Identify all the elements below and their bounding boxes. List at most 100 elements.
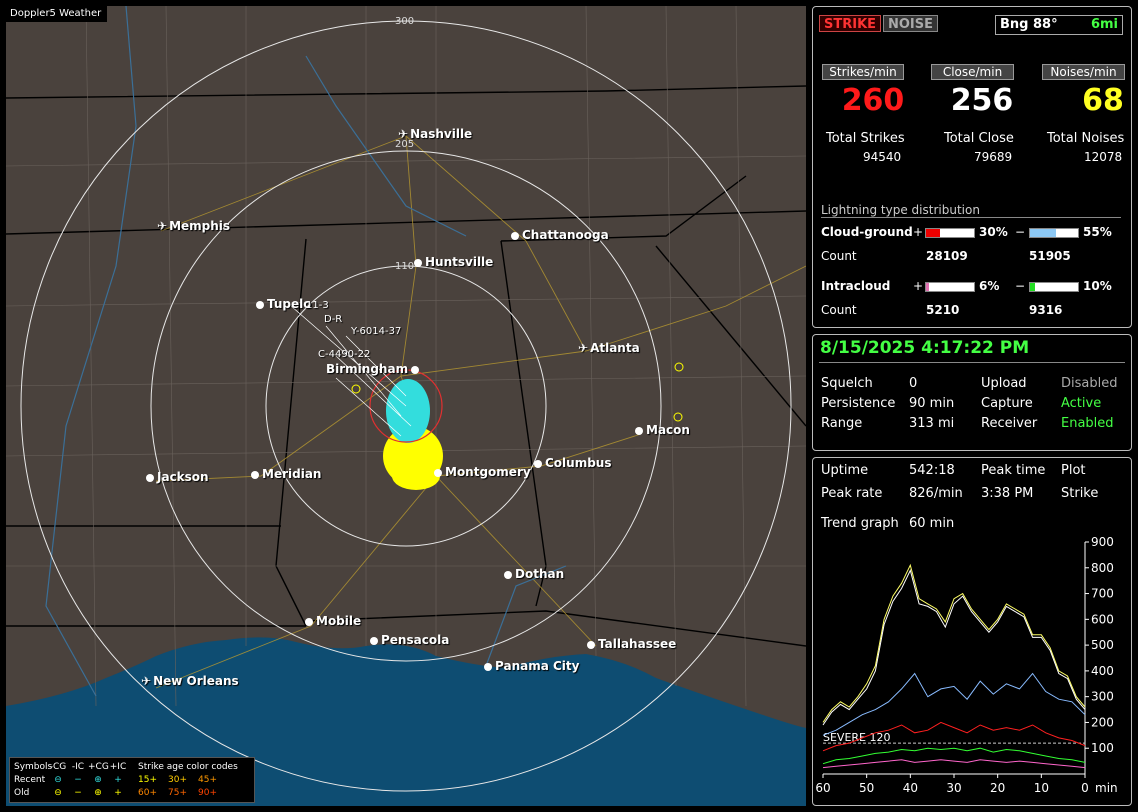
city-dot-icon [251,471,259,479]
city-dot-icon [635,427,643,435]
city-memphis[interactable]: ✈ Memphis [157,219,231,233]
city-dot-icon [587,641,595,649]
squelch-value: 0 [909,376,918,391]
noise-mode-button[interactable]: NOISE [883,15,939,32]
city-dot-icon [504,571,512,579]
city-dothan[interactable]: Dothan [504,567,564,581]
city-dot-icon [484,663,492,671]
storm-label[interactable]: Y-6014-37 [351,326,402,337]
severe-threshold-label: SEVERE 120 [823,731,891,744]
neg-cg-old-icon: ⊖ [54,787,62,798]
city-tallahassee[interactable]: Tallahassee [587,637,676,651]
storm-label[interactable]: D-R [324,314,343,325]
city-mobile[interactable]: Mobile [305,614,361,628]
total-close-label: Total Close [944,131,1014,146]
neg-ic-old-icon: − [74,787,82,798]
plus-ic-series-line [822,759,1086,769]
ic-positive-bar [925,282,975,292]
strikes-per-min-value: 260 [841,83,905,118]
age-45: 45+ [198,774,217,785]
legend-header-neg-ic: -IC [71,761,85,772]
city-dot-icon [434,469,442,477]
symbol-legend: Symbols -CG -IC +CG +IC Strike age color… [9,757,255,803]
noises-per-min-button[interactable]: Noises/min [1042,64,1125,80]
range-value: 313 mi [909,416,955,431]
city-nashville[interactable]: ✈ Nashville [398,127,473,141]
city-dot-icon [146,474,154,482]
x-unit-label: min [1095,781,1118,795]
city-dot-icon [305,618,313,626]
neg-ic-recent-icon: − [74,774,82,785]
total-strikes-label: Total Strikes [826,131,905,146]
age-15: 15+ [138,774,157,785]
plus-cg-series-line [822,721,1086,752]
city-jackson[interactable]: Jackson [146,470,209,484]
strikes-per-min-button[interactable]: Strikes/min [822,64,904,80]
legend-header-pos-ic: +IC [109,761,127,772]
cg-positive-fill [926,229,941,237]
lightning-map[interactable]: Doppler5 Weather 300 205 110 ✈ Nashville … [6,6,806,806]
city-atlanta[interactable]: ✈ Atlanta [578,341,640,355]
x-tick-label: 20 [990,781,1005,795]
uptime-value: 542:18 [909,463,955,478]
receiver-value[interactable]: Enabled [1061,416,1114,431]
airport-icon: ✈ [141,674,152,688]
plot-label: Plot [1061,463,1086,478]
x-tick-label: 0 [1081,781,1089,795]
minus-ic-series-line [822,747,1086,765]
trend-graph-value[interactable]: 60 min [909,516,955,531]
age-30: 30+ [168,774,187,785]
total-noises-value: 12078 [1084,150,1123,164]
city-chattanooga[interactable]: Chattanooga [511,228,609,242]
legend-symbols-label: Symbols [14,761,53,772]
upload-value[interactable]: Disabled [1061,376,1118,391]
status-divider [819,362,1125,363]
legend-header-pos-cg: +CG [88,761,109,772]
age-90: 90+ [198,787,217,798]
y-tick-label: 600 [1091,612,1114,626]
storm-label[interactable]: C-4490-22 [318,349,371,360]
cg-positive-count: 28109 [926,249,968,263]
status-panel: 8/15/2025 4:17:22 PM Squelch 0 Upload Di… [812,334,1132,451]
city-columbus[interactable]: Columbus [534,456,612,470]
pos-cg-old-icon: ⊕ [94,787,102,798]
city-dot-icon [370,637,378,645]
close-per-min-button[interactable]: Close/min [931,64,1014,80]
plot-value[interactable]: Strike [1061,486,1099,501]
cg-negative-bar [1029,228,1079,238]
bearing-value: Bng 88° [1000,17,1058,32]
intracloud-label: Intracloud [821,279,891,293]
close-per-min-value: 256 [950,83,1014,118]
range-label: Range [821,416,863,431]
city-panama-city[interactable]: Panama City [484,659,579,673]
capture-value[interactable]: Active [1061,396,1102,411]
cg-positive-pct: 30% [979,225,1008,239]
storm-label[interactable]: 11-3 [306,300,329,311]
cg-minus-sign: − [1015,225,1026,239]
peak-rate-value: 826/min [909,486,963,501]
airport-icon: ✈ [157,219,168,233]
y-tick-label: 900 [1091,535,1114,549]
cloud-ground-label: Cloud-ground [821,225,913,239]
city-meridian[interactable]: Meridian [251,467,321,481]
ic-plus-sign: + [913,279,924,293]
city-macon[interactable]: Macon [635,423,690,437]
x-tick-label: 60 [815,781,830,795]
city-new-orleans[interactable]: ✈ New Orleans [141,674,239,688]
uptime-label: Uptime [821,463,869,478]
close-series-line [822,568,1086,726]
strike-series-line [822,563,1086,723]
ring-label-outer: 300 [395,16,415,27]
city-dot-icon [256,301,264,309]
strike-mode-button[interactable]: STRIKE [819,15,882,32]
city-tupelo[interactable]: Tupelo [256,297,312,311]
city-huntsville[interactable]: Huntsville [414,255,493,269]
persistence-value: 90 min [909,396,955,411]
city-montgomery[interactable]: Montgomery [434,465,531,479]
persistence-label: Persistence [821,396,896,411]
city-birmingham[interactable]: Birmingham [326,362,422,376]
city-pensacola[interactable]: Pensacola [370,633,449,647]
pos-cg-recent-icon: ⊕ [94,774,102,785]
y-tick-label: 200 [1091,715,1114,729]
